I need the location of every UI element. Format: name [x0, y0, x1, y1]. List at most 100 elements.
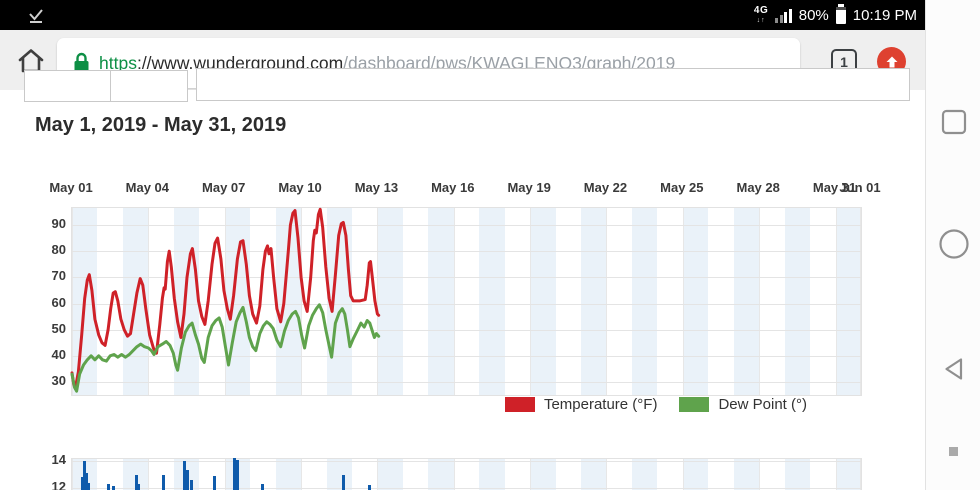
x-tick-label: May 19: [507, 180, 551, 195]
gust-bar: [111, 485, 115, 490]
vertical-gridline: [860, 459, 861, 490]
url-text: https://www.wunderground.com/dashboard/p…: [99, 53, 675, 74]
day-stripe: [835, 208, 861, 395]
arrow-up-icon: [886, 56, 897, 67]
network-type-icon: 4G ↓↑: [753, 5, 769, 25]
chart-legend: Temperature (°F) Dew Point (°): [504, 396, 807, 413]
gust-bar: [235, 459, 239, 490]
y-tick-label: 70: [51, 268, 66, 284]
gust-y-tick-label: 12: [51, 479, 66, 490]
gust-bar: [213, 475, 217, 490]
vertical-gridline: [860, 208, 861, 395]
day-stripe: [631, 208, 658, 395]
gust-bar: [189, 479, 193, 490]
webpage-content: May 1, 2019 - May 31, 2019 May 01 May 04 M…: [0, 68, 925, 490]
y-tick-label: 50: [51, 320, 66, 336]
x-tick-label: May 16: [431, 180, 475, 195]
url-scheme: https: [99, 52, 137, 73]
recents-square-icon: [941, 109, 966, 135]
series-line: [70, 207, 381, 391]
vertical-gridline: [224, 459, 226, 490]
day-stripe: [733, 459, 760, 490]
legend-item-dewpoint: Dew Point (°): [679, 396, 807, 413]
cutoff-control-3[interactable]: [196, 68, 910, 101]
secure-lock-icon: [74, 52, 89, 72]
day-stripe: [377, 208, 403, 395]
day-stripe: [479, 459, 505, 490]
x-tick-label: Jun 01: [839, 180, 881, 195]
y-tick-label: 90: [51, 216, 66, 231]
date-range-heading: May 1, 2019 - May 31, 2019: [35, 114, 287, 136]
x-tick-label: May 10: [278, 180, 322, 195]
gust-bar: [260, 483, 264, 490]
x-tick-label: May 13: [354, 180, 399, 195]
browser-toolbar: https://www.wunderground.com/dashboard/p…: [0, 30, 925, 91]
vertical-gridline: [759, 459, 761, 490]
home-button[interactable]: [926, 228, 980, 260]
url-host: ://www.wunderground.com: [136, 52, 344, 73]
vertical-gridline: [682, 208, 684, 395]
temperature-swatch: [504, 397, 535, 412]
vertical-gridline: [606, 208, 608, 395]
vertical-gridline: [682, 459, 684, 490]
gust-bar: [161, 474, 165, 490]
gust-bar: [232, 458, 236, 490]
day-stripe: [784, 459, 811, 490]
gust-bar: [185, 470, 189, 490]
back-triangle-icon: [944, 358, 962, 380]
horizontal-gridline: [72, 225, 861, 226]
day-stripe: [326, 459, 352, 490]
x-tick-label: May 25: [660, 180, 704, 195]
x-tick-label: May 01: [49, 180, 93, 195]
status-bar: 4G ↓↑ 80% 10:19 PM: [0, 0, 925, 30]
gust-y-tick-label: 14: [51, 452, 66, 467]
recents-button[interactable]: [926, 108, 980, 136]
y-tick-label: 80: [51, 242, 66, 258]
horizontal-gridline: [72, 382, 861, 384]
horizontal-gridline: [72, 251, 861, 253]
vertical-gridline: [301, 459, 303, 490]
wind-gust-chart[interactable]: [71, 458, 862, 490]
day-stripe: [530, 208, 556, 395]
nav-hide-handle[interactable]: [949, 447, 958, 456]
cutoff-control-2[interactable]: [110, 70, 188, 102]
dewpoint-swatch: [679, 397, 710, 412]
cutoff-control-1[interactable]: [24, 70, 113, 102]
legend-label: Temperature (°F): [543, 396, 658, 413]
day-stripe: [631, 459, 658, 490]
day-stripe: [784, 208, 811, 395]
vertical-gridline: [453, 459, 455, 490]
day-stripe: [377, 459, 403, 490]
day-stripe: [581, 208, 607, 395]
legend-item-temperature: Temperature (°F): [504, 396, 658, 413]
vertical-gridline: [530, 459, 532, 490]
download-complete-icon: [29, 9, 43, 23]
x-tick-label: May 28: [736, 180, 780, 195]
gust-bar: [135, 474, 139, 490]
legend-label: Dew Point (°): [718, 396, 807, 413]
day-stripe: [530, 459, 556, 490]
day-stripe: [581, 459, 607, 490]
horizontal-gridline: [72, 488, 861, 489]
horizontal-gridline: [72, 277, 861, 279]
x-tick-label: May 31: [812, 180, 857, 195]
horizontal-gridline: [72, 461, 861, 462]
y-tick-label: 60: [51, 294, 66, 310]
vertical-gridline: [606, 459, 608, 490]
x-tick-label: May 07: [202, 180, 246, 195]
url-path: /dashboard/pws/KWAGLENO3/graph/2019: [343, 52, 676, 73]
series-line: [70, 303, 381, 393]
temperature-dewpoint-chart[interactable]: [70, 207, 862, 396]
day-stripe: [275, 459, 302, 490]
vertical-gridline: [148, 459, 150, 490]
day-stripe: [733, 208, 760, 395]
horizontal-gridline: [72, 329, 861, 331]
gust-bar: [87, 482, 91, 490]
y-tick-label: 40: [51, 346, 66, 362]
vertical-gridline: [835, 459, 837, 490]
back-button[interactable]: [926, 355, 980, 383]
gust-bar: [367, 485, 371, 490]
day-stripe: [682, 459, 709, 490]
gust-bar: [107, 483, 111, 490]
